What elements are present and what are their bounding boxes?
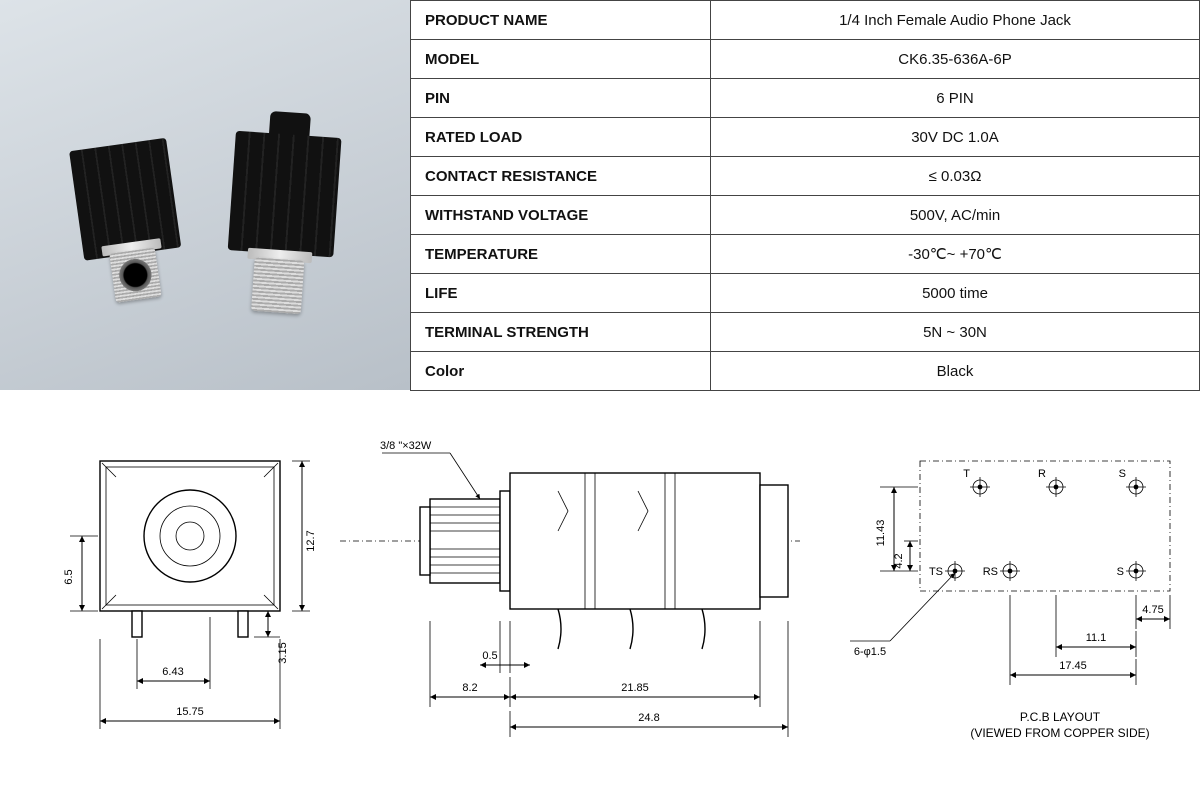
spec-value: Black xyxy=(711,352,1200,391)
dim-hoff: 6.5 xyxy=(63,569,75,584)
dim-pindrop: 3.15 xyxy=(277,642,289,663)
spec-key: CONTACT RESISTANCE xyxy=(411,157,711,196)
side-view: 3/8 "×32W xyxy=(330,421,810,751)
spec-key: Color xyxy=(411,352,711,391)
pad-label: R xyxy=(1038,468,1046,480)
pad-label: RS xyxy=(983,566,998,578)
spec-value: -30℃~ +70℃ xyxy=(711,235,1200,274)
spec-key: LIFE xyxy=(411,274,711,313)
table-row: WITHSTAND VOLTAGE500V, AC/min xyxy=(411,196,1200,235)
spec-value: 500V, AC/min xyxy=(711,196,1200,235)
dim-h: 12.7 xyxy=(305,530,317,551)
table-row: CONTACT RESISTANCE≤ 0.03Ω xyxy=(411,157,1200,196)
table-row: MODELCK6.35-636A-6P xyxy=(411,40,1200,79)
dim-hole: 6-φ1.5 xyxy=(854,646,886,658)
front-view: 12.7 6.5 3.15 15.75 6.43 xyxy=(10,421,320,751)
dim-winner: 6.43 xyxy=(162,666,183,678)
spec-key: MODEL xyxy=(411,40,711,79)
pad-label: S xyxy=(1119,468,1126,480)
spec-value: 5N ~ 30N xyxy=(711,313,1200,352)
dim-p1: 11.1 xyxy=(1086,632,1107,644)
spec-key: PRODUCT NAME xyxy=(411,1,711,40)
spec-key: PIN xyxy=(411,79,711,118)
spec-table: PRODUCT NAME1/4 Inch Female Audio Phone … xyxy=(410,0,1200,391)
pad-label: S xyxy=(1117,566,1124,578)
spec-value: CK6.35-636A-6P xyxy=(711,40,1200,79)
spec-value: 5000 time xyxy=(711,274,1200,313)
table-row: TEMPERATURE-30℃~ +70℃ xyxy=(411,235,1200,274)
top-section: PRODUCT NAME1/4 Inch Female Audio Phone … xyxy=(0,0,1200,391)
dim-edge: 4.75 xyxy=(1142,604,1163,616)
dim-totallen: 24.8 xyxy=(638,712,659,724)
dim-w: 15.75 xyxy=(176,706,204,718)
spec-key: TEMPERATURE xyxy=(411,235,711,274)
spec-value: 6 PIN xyxy=(711,79,1200,118)
drawings-row: 12.7 6.5 3.15 15.75 6.43 xyxy=(0,391,1200,801)
pcb-caption-bot: (VIEWED FROM COPPER SIDE) xyxy=(970,726,1149,740)
table-row: TERMINAL STRENGTH5N ~ 30N xyxy=(411,313,1200,352)
thread-label: 3/8 "×32W xyxy=(380,440,432,452)
spec-value: 30V DC 1.0A xyxy=(711,118,1200,157)
dim-p2: 17.45 xyxy=(1059,660,1087,672)
product-photo xyxy=(0,0,410,390)
table-row: PRODUCT NAME1/4 Inch Female Audio Phone … xyxy=(411,1,1200,40)
pad-label: T xyxy=(963,468,970,480)
spec-value: 1/4 Inch Female Audio Phone Jack xyxy=(711,1,1200,40)
dim-bodylen: 21.85 xyxy=(621,682,649,694)
spec-key: WITHSTAND VOLTAGE xyxy=(411,196,711,235)
table-row: LIFE5000 time xyxy=(411,274,1200,313)
pcb-caption-top: P.C.B LAYOUT xyxy=(1020,710,1101,724)
jack-render-2 xyxy=(214,99,355,292)
table-row: ColorBlack xyxy=(411,352,1200,391)
dim-subpitch: 4.2 xyxy=(893,553,905,568)
dim-rowpitch: 11.43 xyxy=(875,520,887,547)
dim-threadlen: 8.2 xyxy=(462,682,477,694)
jack-render-1 xyxy=(58,128,200,313)
table-row: PIN6 PIN xyxy=(411,79,1200,118)
pad-label: TS xyxy=(929,566,943,578)
spec-key: TERMINAL STRENGTH xyxy=(411,313,711,352)
table-row: RATED LOAD30V DC 1.0A xyxy=(411,118,1200,157)
pcb-layout: TRS TSRSS 11.43 4.2 6-φ1.5 4.75 1 xyxy=(820,421,1200,751)
spec-key: RATED LOAD xyxy=(411,118,711,157)
spec-value: ≤ 0.03Ω xyxy=(711,157,1200,196)
dim-nutw: 0.5 xyxy=(482,650,497,662)
